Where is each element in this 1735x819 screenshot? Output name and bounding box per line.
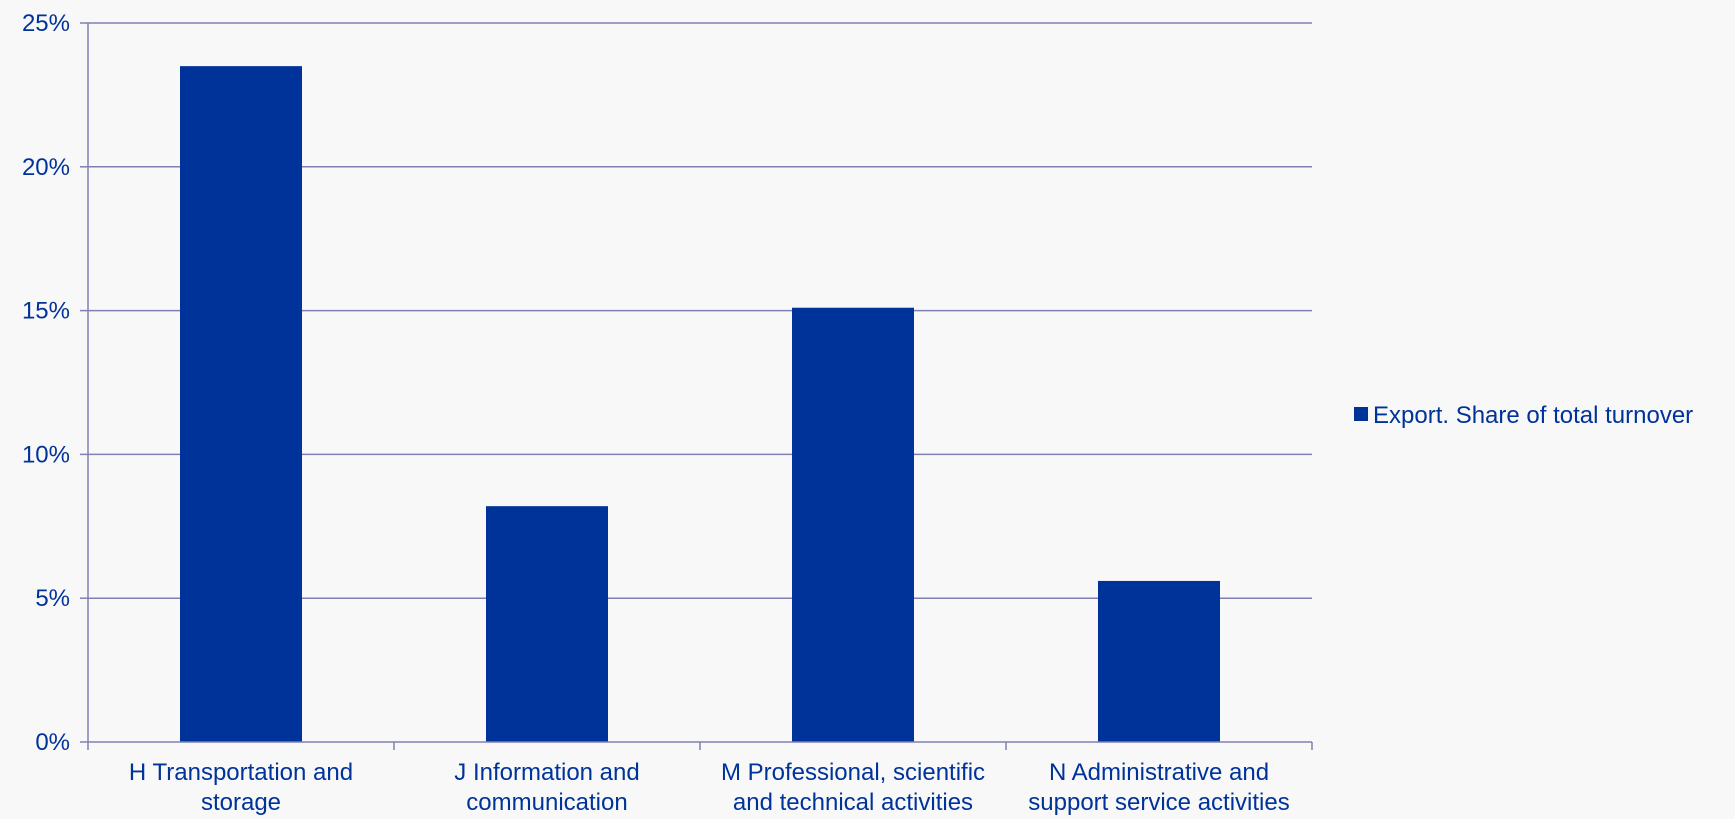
- x-tick-label: communication: [466, 789, 627, 816]
- x-tick-labels: H Transportation and storage J Information…: [129, 759, 1290, 816]
- x-tick-label: storage: [201, 789, 281, 816]
- axes: [80, 22, 1313, 750]
- bars: [180, 66, 1220, 742]
- y-tick-labels: 0% 5% 10% 15% 20% 25%: [22, 10, 70, 756]
- legend: Export. Share of total turnover: [1354, 402, 1693, 429]
- bar: [1098, 580, 1220, 742]
- bar: [486, 506, 608, 742]
- y-tick-label: 25%: [22, 10, 70, 37]
- y-tick-label: 20%: [22, 154, 70, 181]
- y-tick-label: 0%: [35, 729, 70, 756]
- bar: [180, 66, 302, 742]
- x-tick-label: H Transportation and: [129, 759, 353, 786]
- y-tick-label: 5%: [35, 585, 70, 612]
- x-tick-label: and technical activities: [733, 789, 973, 816]
- legend-swatch: [1354, 407, 1368, 421]
- x-tick-label: N Administrative and: [1049, 759, 1269, 786]
- y-tick-label: 15%: [22, 298, 70, 325]
- x-tick-label: J Information and: [454, 759, 639, 786]
- bar: [792, 307, 914, 742]
- x-tick-label: support service activities: [1028, 789, 1289, 816]
- y-tick-label: 10%: [22, 441, 70, 468]
- legend-label: Export. Share of total turnover: [1373, 402, 1693, 429]
- x-tick-label: M Professional, scientific: [721, 759, 985, 786]
